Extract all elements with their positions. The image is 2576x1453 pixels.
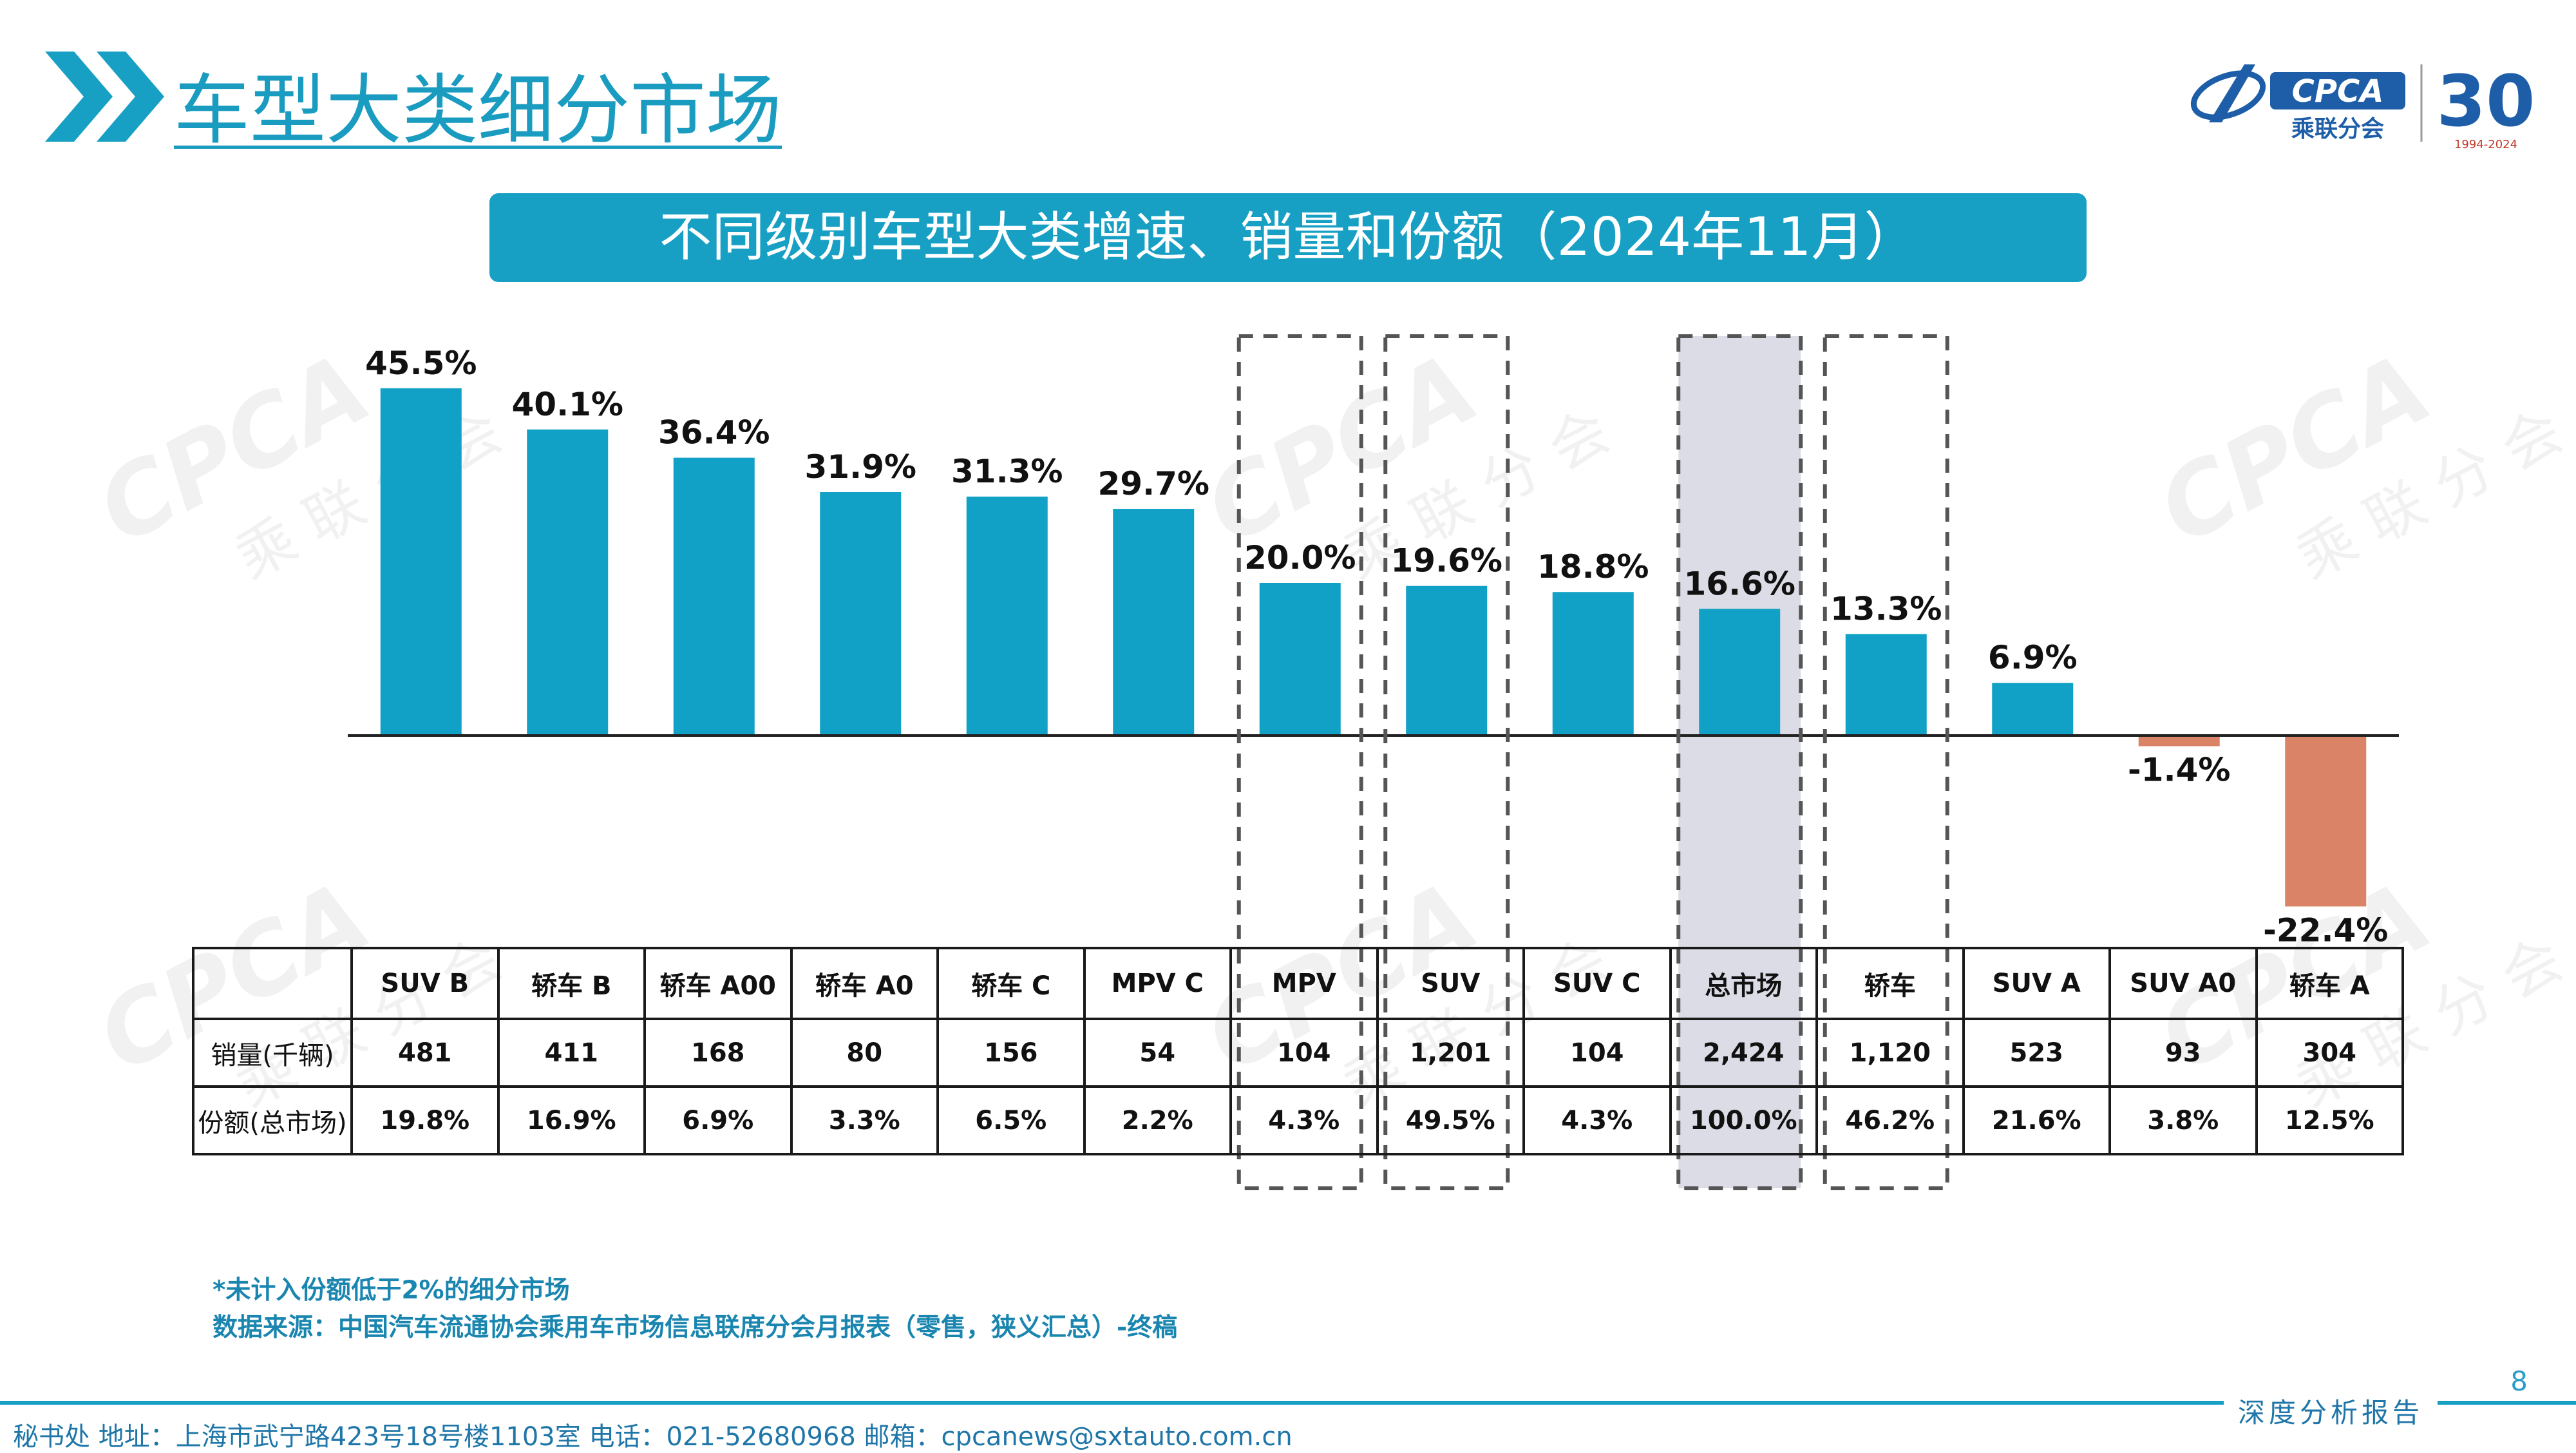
table-header-cell: SUV A0 [2108, 947, 2258, 1020]
bar [1259, 583, 1341, 736]
table-cell-sales: 1,201 [1376, 1018, 1525, 1088]
data-label: 19.6% [1391, 542, 1502, 580]
table-header-row: SUV B 轿车 B 轿车 A00 轿车 A0 轿车 C MPV C MPV SUV SUV C… [192, 947, 2404, 1020]
table-cell-share: 3.8% [2108, 1085, 2258, 1155]
highlight-box [1236, 334, 1363, 1190]
data-label: 29.7% [1098, 465, 1209, 502]
data-label: 16.6% [1684, 565, 1795, 602]
data-label: 6.9% [1988, 639, 2078, 676]
table-header-cell: 轿车 B [497, 947, 646, 1020]
table-cell-sales: 304 [2255, 1018, 2404, 1088]
anniversary-number: 30 [2436, 60, 2535, 142]
data-label: 13.3% [1830, 590, 1942, 627]
bar [1113, 509, 1195, 736]
table-cell-share: 16.9% [497, 1085, 646, 1155]
table-header-cell: 总市场 [1669, 947, 1818, 1020]
table-cell-share: 4.3% [1522, 1085, 1672, 1155]
table-header-cell: SUV A [1962, 947, 2111, 1020]
table-cell-share: 12.5% [2255, 1085, 2404, 1155]
cpca-logo: CPCA 乘联分会 30 1994-2024 [2190, 60, 2535, 151]
footnote-exclusion: *未计入份额低于2%的细分市场 [213, 1276, 570, 1305]
cpca-emblem-icon [2190, 64, 2266, 122]
data-label: 45.5% [365, 345, 477, 382]
table-cell-share: 3.3% [790, 1085, 939, 1155]
table-header-cell: 轿车 A [2255, 947, 2404, 1020]
table-cell-sales: 523 [1962, 1018, 2111, 1088]
table-header-cell: 轿车 [1815, 947, 1965, 1020]
bar [966, 497, 1048, 736]
bar [2138, 736, 2220, 746]
logo-org-text: 乘联分会 [2291, 116, 2384, 142]
table-cell-share: 19.8% [350, 1085, 500, 1155]
bar [1699, 609, 1781, 736]
table-cell-sales: 104 [1229, 1018, 1379, 1088]
table-header-cell: MPV [1229, 947, 1379, 1020]
table-header-cell: 轿车 C [936, 947, 1086, 1020]
data-label: 36.4% [658, 414, 770, 451]
table-row-sales: 销量(千辆) 481 411 168 80 156 54 104 1,201 104 2,424 1… [192, 1018, 2404, 1088]
table-cell-sales: 2,424 [1669, 1018, 1818, 1088]
table-header-cell: 轿车 A0 [790, 947, 939, 1020]
data-label: 31.3% [951, 453, 1063, 490]
bar [1552, 592, 1634, 736]
table-cell-sales: 156 [936, 1018, 1086, 1088]
table-cell-sales: 80 [790, 1018, 939, 1088]
table-cell-share: 49.5% [1376, 1085, 1525, 1155]
page-title: 车型大类细分市场 [174, 66, 782, 155]
table-cell-share: 100.0% [1669, 1085, 1818, 1155]
highlight-box [1383, 334, 1510, 1190]
table-cell-sales: 93 [2108, 1018, 2258, 1088]
table-corner-cell [192, 947, 353, 1020]
data-label: 40.1% [512, 386, 623, 423]
table-cell-sales: 411 [497, 1018, 646, 1088]
bar [1406, 585, 1488, 736]
bar [673, 457, 755, 736]
data-table: SUV B 轿车 B 轿车 A00 轿车 A0 轿车 C MPV C MPV SUV SUV C… [192, 947, 2404, 1155]
data-label: -22.4% [2263, 911, 2388, 949]
table-header-cell: SUV C [1522, 947, 1672, 1020]
table-cell-share: 2.2% [1083, 1085, 1232, 1155]
table-header-cell: SUV B [350, 947, 500, 1020]
data-label: 31.9% [805, 448, 916, 486]
footer-address: 秘书处 地址：上海市武宁路423号18号楼1103室 电话：021-526809… [13, 1422, 1293, 1452]
row-header-share: 份额(总市场) [192, 1085, 353, 1155]
table-cell-share: 46.2% [1815, 1085, 1965, 1155]
bar [527, 429, 609, 736]
table-cell-share: 4.3% [1229, 1085, 1379, 1155]
row-header-sales: 销量(千辆) [192, 1018, 353, 1088]
highlight-box [1676, 334, 1803, 1190]
bar [820, 491, 902, 736]
chart-title: 不同级别车型大类增速、销量和份额（2024年11月） [489, 193, 2087, 282]
footnote-source: 数据来源：中国汽车流通协会乘用车市场信息联席分会月报表（零售，狭义汇总）-终稿 [213, 1313, 1178, 1342]
bar [380, 388, 462, 736]
table-header-cell: 轿车 A00 [643, 947, 793, 1020]
table-cell-sales: 54 [1083, 1018, 1232, 1088]
anniversary-years: 1994-2024 [2454, 138, 2517, 151]
table-cell-sales: 104 [1522, 1018, 1672, 1088]
table-cell-share: 21.6% [1962, 1085, 2111, 1155]
logo-brand-text: CPCA [2292, 73, 2384, 109]
table-cell-share: 6.5% [936, 1085, 1086, 1155]
data-label: -1.4% [2128, 752, 2230, 789]
table-header-cell: MPV C [1083, 947, 1232, 1020]
report-label: 深度分析报告 [2223, 1391, 2438, 1430]
highlight-box [1823, 334, 1949, 1190]
bar [1845, 634, 1927, 736]
table-row-share: 份额(总市场) 19.8% 16.9% 6.9% 3.3% 6.5% 2.2% 4.3% 49… [192, 1085, 2404, 1155]
footer-divider [0, 1401, 2576, 1405]
table-header-cell: SUV [1376, 947, 1525, 1020]
table-cell-sales: 1,120 [1815, 1018, 1965, 1088]
table-cell-sales: 168 [643, 1018, 793, 1088]
page-number: 8 [2510, 1365, 2528, 1397]
footnotes: *未计入份额低于2%的细分市场 数据来源：中国汽车流通协会乘用车市场信息联席分会… [213, 1272, 1177, 1347]
data-label: 18.8% [1537, 548, 1649, 585]
data-label: 20.0% [1244, 539, 1356, 576]
table-cell-sales: 481 [350, 1018, 500, 1088]
chevron-right-icon [45, 52, 164, 142]
bar [2285, 736, 2367, 907]
table-cell-share: 6.9% [643, 1085, 793, 1155]
bar [1992, 683, 2074, 736]
